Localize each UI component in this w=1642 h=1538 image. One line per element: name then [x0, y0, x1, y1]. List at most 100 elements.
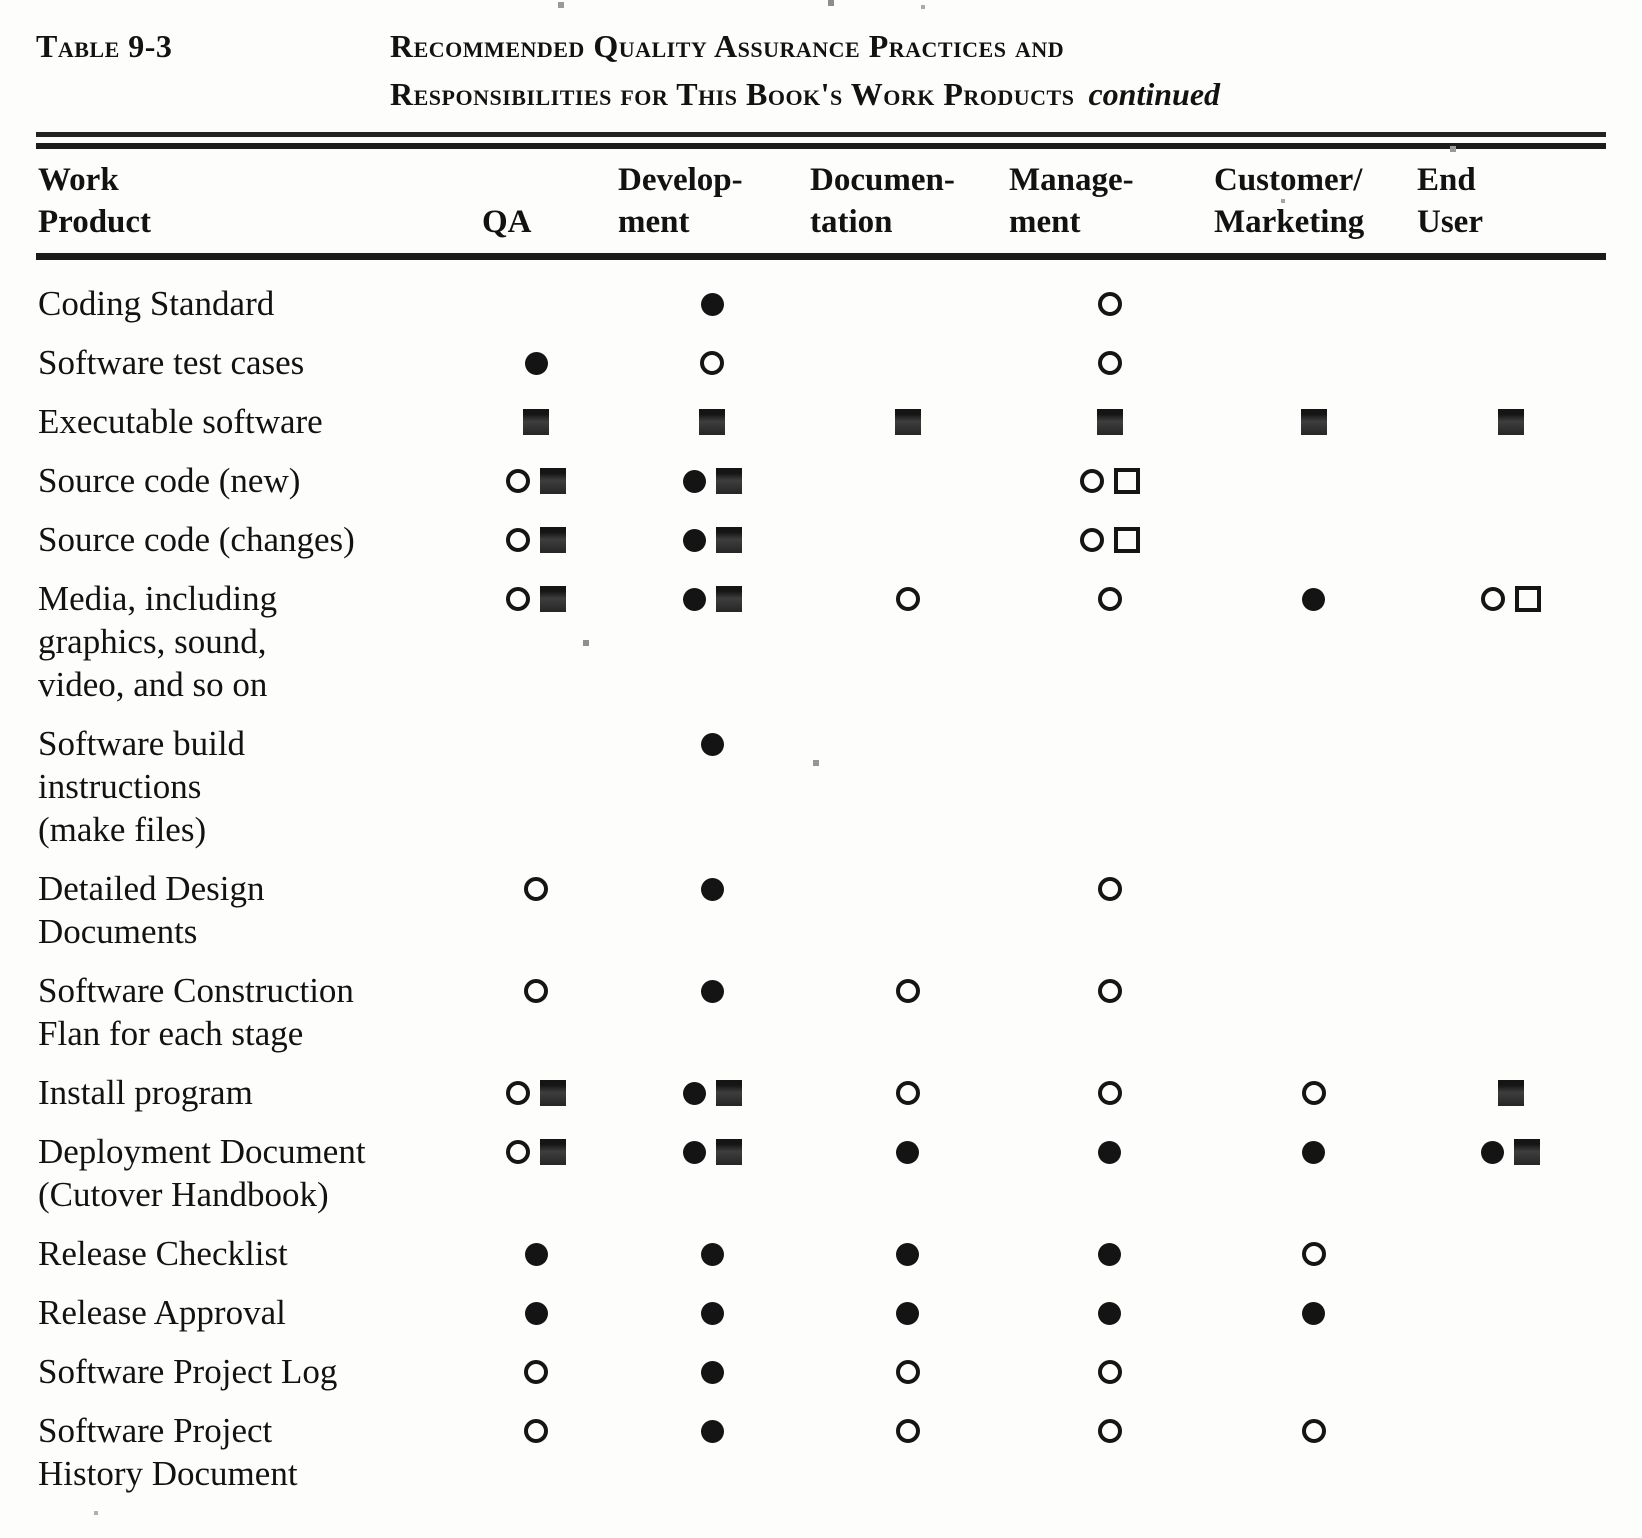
open-circle-icon [524, 877, 548, 902]
header-row: Work Product QA Develop- ment Documen- tati… [36, 149, 1606, 260]
customer-marketing-cell [1212, 443, 1415, 502]
qa-cell [456, 257, 616, 326]
column-header-work-product: Work Product [36, 149, 456, 260]
management-cell [1007, 257, 1212, 326]
filled-circle-icon [700, 979, 724, 1003]
table-caption: Table 9-3 Recommended Quality Assurance … [36, 22, 1606, 118]
open-circle-icon [1097, 1081, 1122, 1106]
management-cell [1007, 1334, 1212, 1393]
qa-cell [456, 502, 616, 561]
filled-circle-icon [682, 528, 706, 552]
filled-circle-icon [1302, 587, 1325, 611]
customer-marketing-cell [1212, 851, 1415, 953]
table-body: Coding Standard Software test cases Execut… [36, 257, 1606, 1538]
qa-cell [456, 706, 616, 851]
filled-circle-icon [896, 1140, 919, 1164]
open-circle-icon [1079, 469, 1104, 494]
continued-note: continued [1088, 76, 1221, 112]
table-row: Detailed Design Documents [36, 851, 1606, 953]
open-square-icon [1113, 468, 1140, 495]
open-square-icon [1514, 586, 1541, 613]
open-circle-icon [506, 587, 530, 612]
documentation-cell [808, 443, 1007, 502]
work-product-cell: Source code (new) [38, 461, 301, 500]
development-cell [616, 1334, 808, 1393]
open-circle-icon [506, 469, 530, 494]
management-cell [1007, 502, 1212, 561]
table-title: Recommended Quality Assurance Practices … [390, 22, 1220, 118]
filled-circle-icon [682, 587, 706, 611]
filled-square-icon [1300, 409, 1327, 436]
qa-cell [456, 1114, 616, 1216]
filled-square-icon [1497, 1080, 1524, 1107]
development-cell [616, 1055, 808, 1114]
table-head: Work Product QA Develop- ment Documen- tati… [36, 149, 1606, 260]
table-row: Deployment Document (Cutover Handbook) [36, 1114, 1606, 1216]
open-circle-icon [524, 1419, 548, 1444]
work-product-cell: Release Checklist [38, 1234, 288, 1273]
end-user-cell [1415, 851, 1606, 953]
table-title-line1: Recommended Quality Assurance Practices … [390, 28, 1065, 64]
filled-circle-icon [524, 1242, 548, 1266]
work-product-cell: Deployment Document (Cutover Handbook) [38, 1132, 366, 1214]
qa-cell [456, 1393, 616, 1538]
management-cell [1007, 1393, 1212, 1538]
filled-circle-icon [700, 1301, 724, 1325]
filled-square-icon [1514, 1139, 1540, 1166]
management-cell [1007, 384, 1212, 443]
filled-circle-icon [682, 1081, 706, 1105]
end-user-cell [1415, 257, 1606, 326]
table-row: Coding Standard [36, 257, 1606, 326]
development-cell [616, 561, 808, 706]
qa-cell [456, 1275, 616, 1334]
qa-cell [456, 325, 616, 384]
table-row: Software build instructions (make files) [36, 706, 1606, 851]
filled-square-icon [540, 468, 566, 495]
customer-marketing-cell [1212, 1114, 1415, 1216]
customer-marketing-cell [1212, 953, 1415, 1055]
customer-marketing-cell [1212, 325, 1415, 384]
filled-circle-icon [1098, 1301, 1121, 1325]
table-row: Install program [36, 1055, 1606, 1114]
filled-square-icon [540, 586, 566, 613]
filled-circle-icon [1098, 1140, 1121, 1164]
development-cell [616, 384, 808, 443]
documentation-cell [808, 257, 1007, 326]
open-circle-icon [895, 1081, 920, 1106]
column-header-end-user: End User [1415, 149, 1606, 260]
work-product-cell: Software Project History Document [38, 1411, 298, 1493]
open-circle-icon [1301, 1242, 1326, 1267]
documentation-cell [808, 1055, 1007, 1114]
qa-cell [456, 561, 616, 706]
table-row: Source code (changes) [36, 502, 1606, 561]
filled-circle-icon [700, 1419, 724, 1443]
open-circle-icon [506, 1140, 530, 1165]
table-title-line2: Responsibilities for This Book's Work Pr… [390, 76, 1075, 112]
column-header-development: Develop- ment [616, 149, 808, 260]
filled-circle-icon [700, 1242, 724, 1266]
filled-circle-icon [524, 1301, 548, 1325]
management-cell [1007, 1275, 1212, 1334]
end-user-cell [1415, 325, 1606, 384]
work-product-cell: Software build instructions (make files) [38, 724, 246, 849]
filled-square-icon [715, 1139, 742, 1166]
development-cell [616, 851, 808, 953]
open-circle-icon [1301, 1081, 1326, 1106]
column-header-customer-marketing: Customer/ Marketing [1212, 149, 1415, 260]
management-cell [1007, 953, 1212, 1055]
filled-square-icon [715, 1080, 742, 1107]
filled-circle-icon [896, 1242, 919, 1266]
development-cell [616, 325, 808, 384]
work-product-cell: Software Construction Flan for each stag… [38, 971, 354, 1053]
open-circle-icon [895, 587, 920, 612]
development-cell [616, 706, 808, 851]
customer-marketing-cell [1212, 1055, 1415, 1114]
development-cell [616, 1275, 808, 1334]
open-circle-icon [1301, 1419, 1326, 1444]
filled-circle-icon [700, 1360, 724, 1384]
open-circle-icon [1097, 1360, 1122, 1385]
filled-circle-icon [1098, 1242, 1121, 1266]
header-top-rule [36, 132, 1606, 149]
customer-marketing-cell [1212, 561, 1415, 706]
